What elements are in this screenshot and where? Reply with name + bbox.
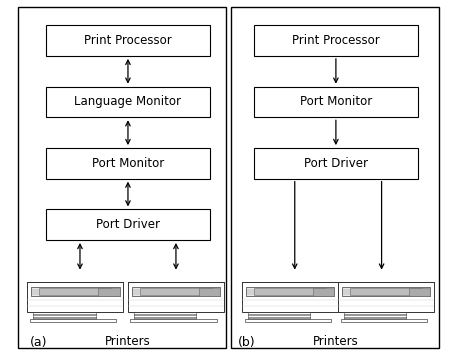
Bar <box>98 288 120 296</box>
Bar <box>246 287 335 296</box>
Bar <box>31 287 120 296</box>
Bar <box>313 288 335 296</box>
Bar <box>30 319 116 322</box>
Text: Printers: Printers <box>313 335 359 348</box>
Bar <box>128 282 224 312</box>
Bar <box>140 288 212 295</box>
Bar <box>254 25 418 56</box>
Text: Port Monitor: Port Monitor <box>300 95 372 109</box>
Text: Printers: Printers <box>105 335 151 348</box>
Text: Port Driver: Port Driver <box>96 218 160 231</box>
Bar <box>254 148 418 179</box>
Bar <box>27 282 123 312</box>
Bar <box>18 7 226 348</box>
Bar <box>132 287 220 296</box>
Text: (a): (a) <box>30 336 47 349</box>
Bar <box>231 7 439 348</box>
Bar <box>130 319 217 322</box>
Bar <box>254 87 418 117</box>
Text: Print Processor: Print Processor <box>84 34 172 47</box>
Bar <box>46 25 210 56</box>
Text: (b): (b) <box>238 336 255 349</box>
Bar <box>244 319 331 322</box>
Text: Print Processor: Print Processor <box>292 34 380 47</box>
Bar <box>254 288 326 295</box>
Bar <box>340 319 427 322</box>
Bar <box>199 288 220 296</box>
Bar <box>46 148 210 179</box>
Bar <box>242 282 338 312</box>
Text: Port Monitor: Port Monitor <box>92 157 164 170</box>
Text: Port Driver: Port Driver <box>304 157 368 170</box>
Bar <box>39 288 112 295</box>
Bar <box>46 87 210 117</box>
Bar <box>342 287 430 296</box>
Bar <box>409 288 430 296</box>
Bar <box>338 282 434 312</box>
Bar <box>350 288 422 295</box>
Text: Language Monitor: Language Monitor <box>74 95 181 109</box>
Bar <box>46 209 210 240</box>
